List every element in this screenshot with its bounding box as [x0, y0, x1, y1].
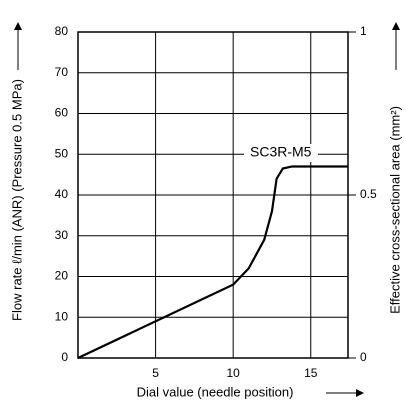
y-tick-label: 10	[55, 309, 69, 323]
y-tick-label: 60	[55, 106, 69, 120]
x-arrow	[326, 389, 364, 397]
y2-tick-label: 1	[360, 24, 367, 38]
x-axis-title: Dial value (needle position)	[137, 384, 294, 399]
y-arrow	[14, 22, 22, 70]
annotation: SC3R-M5	[250, 144, 312, 160]
x-tick-label: 15	[304, 366, 318, 380]
y2-tick-label: 0	[360, 350, 367, 364]
y-tick-label: 40	[55, 187, 69, 201]
y-tick-label: 50	[55, 146, 69, 160]
line-series	[77, 165, 348, 359]
y-tick-label: 70	[55, 65, 69, 79]
y2-tick-label: 0.5	[360, 187, 377, 201]
y-tick-label: 0	[61, 350, 68, 364]
x-tick-label: 5	[152, 366, 159, 380]
y2-arrow	[392, 22, 400, 70]
y-axis-title: Flow rate ℓ/min (ANR) (Pressure 0.5 MPa)	[9, 79, 24, 321]
x-tick-label: 10	[226, 366, 240, 380]
y-tick-label: 20	[55, 269, 69, 283]
y-tick-label: 80	[55, 24, 69, 38]
annotation-bg	[244, 144, 318, 162]
y-tick-label: 30	[55, 228, 69, 242]
y2-axis-title: Effective cross-sectional area (mm²)	[387, 106, 402, 314]
